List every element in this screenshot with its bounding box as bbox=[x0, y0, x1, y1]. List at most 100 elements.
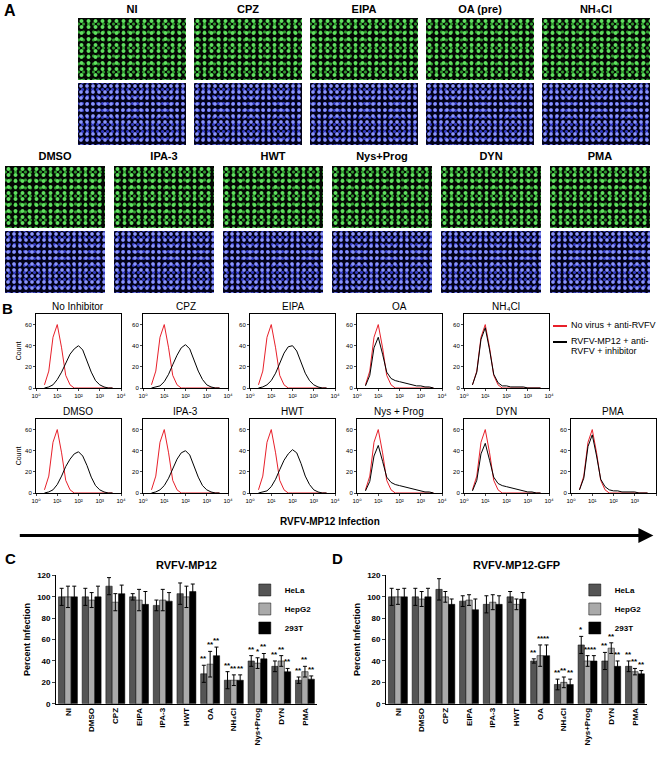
svg-text:20: 20 bbox=[453, 364, 460, 370]
svg-text:20: 20 bbox=[372, 678, 381, 687]
svg-text:**: ** bbox=[284, 657, 291, 666]
svg-text:**: ** bbox=[207, 640, 214, 649]
svg-text:40: 40 bbox=[239, 448, 246, 454]
svg-text:10²: 10² bbox=[502, 498, 511, 504]
svg-text:0: 0 bbox=[349, 490, 353, 496]
svg-text:120: 120 bbox=[37, 571, 51, 580]
svg-text:100: 100 bbox=[367, 593, 381, 602]
svg-text:PMA: PMA bbox=[301, 708, 310, 726]
svg-text:**: ** bbox=[200, 654, 207, 663]
svg-text:**: ** bbox=[631, 657, 638, 666]
svg-text:**: ** bbox=[230, 664, 237, 673]
svg-text:0: 0 bbox=[46, 700, 51, 709]
svg-text:10³: 10³ bbox=[95, 393, 104, 399]
svg-text:**: ** bbox=[560, 666, 567, 675]
svg-text:20: 20 bbox=[453, 469, 460, 475]
svg-text:10⁰: 10⁰ bbox=[245, 393, 255, 399]
svg-text:Count: Count bbox=[15, 447, 22, 466]
svg-text:10⁰: 10⁰ bbox=[352, 498, 362, 504]
svg-text:10⁰: 10⁰ bbox=[138, 393, 148, 399]
svg-text:HWT: HWT bbox=[512, 708, 521, 726]
svg-text:20: 20 bbox=[560, 469, 567, 475]
svg-text:B: B bbox=[2, 300, 13, 317]
svg-text:10⁰: 10⁰ bbox=[566, 498, 576, 504]
svg-text:DMSO: DMSO bbox=[417, 708, 426, 732]
svg-text:20: 20 bbox=[132, 469, 139, 475]
svg-text:100: 100 bbox=[37, 593, 51, 602]
svg-text:10²: 10² bbox=[395, 393, 404, 399]
svg-text:DMSO: DMSO bbox=[87, 708, 96, 732]
svg-text:CPZ: CPZ bbox=[111, 708, 120, 724]
svg-text:60: 60 bbox=[372, 635, 381, 644]
svg-text:10¹: 10¹ bbox=[481, 498, 490, 504]
svg-text:**: ** bbox=[537, 634, 544, 643]
svg-text:40: 40 bbox=[132, 448, 139, 454]
svg-text:NI: NI bbox=[394, 708, 403, 716]
svg-text:C: C bbox=[5, 550, 16, 567]
svg-text:10⁴: 10⁴ bbox=[223, 498, 233, 504]
svg-text:**: ** bbox=[224, 661, 231, 670]
svg-text:IPA-3: IPA-3 bbox=[173, 406, 198, 417]
svg-text:10¹: 10¹ bbox=[160, 498, 169, 504]
svg-text:20: 20 bbox=[239, 469, 246, 475]
svg-text:DYN: DYN bbox=[496, 406, 517, 417]
svg-text:DMSO: DMSO bbox=[63, 406, 93, 417]
svg-text:**: ** bbox=[614, 650, 621, 659]
svg-text:10³: 10³ bbox=[630, 498, 639, 504]
svg-text:10¹: 10¹ bbox=[374, 393, 383, 399]
svg-text:HeLa: HeLa bbox=[615, 586, 635, 595]
svg-text:20: 20 bbox=[132, 364, 139, 370]
svg-text:10³: 10³ bbox=[309, 393, 318, 399]
svg-text:10⁰: 10⁰ bbox=[31, 498, 41, 504]
svg-text:**: ** bbox=[625, 650, 632, 659]
svg-text:10²: 10² bbox=[288, 498, 297, 504]
svg-text:CPZ: CPZ bbox=[441, 708, 450, 724]
svg-text:10⁰: 10⁰ bbox=[459, 393, 469, 399]
svg-text:**: ** bbox=[638, 660, 645, 669]
svg-text:10⁴: 10⁴ bbox=[223, 393, 233, 399]
svg-text:**: ** bbox=[301, 655, 308, 664]
svg-text:DYN: DYN bbox=[277, 708, 286, 725]
svg-text:10²: 10² bbox=[502, 393, 511, 399]
svg-text:20: 20 bbox=[42, 678, 51, 687]
svg-text:**: ** bbox=[608, 632, 615, 641]
svg-text:10⁴: 10⁴ bbox=[437, 498, 447, 504]
svg-text:**: ** bbox=[271, 650, 278, 659]
svg-text:10³: 10³ bbox=[523, 498, 532, 504]
svg-text:OA: OA bbox=[206, 708, 215, 720]
svg-text:10⁴: 10⁴ bbox=[116, 393, 126, 399]
svg-text:60: 60 bbox=[239, 322, 246, 328]
svg-text:0: 0 bbox=[456, 385, 460, 391]
svg-text:10³: 10³ bbox=[95, 498, 104, 504]
svg-text:60: 60 bbox=[453, 427, 460, 433]
svg-text:60: 60 bbox=[25, 322, 32, 328]
svg-text:20: 20 bbox=[239, 364, 246, 370]
svg-text:10³: 10³ bbox=[202, 498, 211, 504]
svg-text:No Inhibitor: No Inhibitor bbox=[52, 301, 104, 312]
svg-text:60: 60 bbox=[132, 322, 139, 328]
svg-text:HepG2: HepG2 bbox=[615, 605, 641, 614]
svg-text:EIPA: EIPA bbox=[135, 708, 144, 726]
svg-text:10²: 10² bbox=[181, 393, 190, 399]
svg-text:60: 60 bbox=[25, 427, 32, 433]
svg-text:20: 20 bbox=[25, 364, 32, 370]
svg-text:40: 40 bbox=[25, 448, 32, 454]
svg-text:NH₄Cl: NH₄Cl bbox=[229, 708, 238, 731]
svg-text:NH₄Cl: NH₄Cl bbox=[559, 708, 568, 731]
svg-text:**: ** bbox=[590, 645, 597, 654]
svg-text:**: ** bbox=[213, 636, 220, 645]
svg-text:10³: 10³ bbox=[202, 393, 211, 399]
svg-text:10²: 10² bbox=[74, 393, 83, 399]
svg-text:10³: 10³ bbox=[416, 393, 425, 399]
svg-text:HepG2: HepG2 bbox=[285, 605, 311, 614]
svg-text:Nys+Prog: Nys+Prog bbox=[253, 708, 262, 746]
svg-text:*: * bbox=[579, 625, 583, 634]
svg-text:10⁰: 10⁰ bbox=[138, 498, 148, 504]
svg-text:40: 40 bbox=[42, 657, 51, 666]
svg-text:10¹: 10¹ bbox=[53, 498, 62, 504]
svg-text:40: 40 bbox=[346, 448, 353, 454]
svg-text:20: 20 bbox=[346, 469, 353, 475]
svg-text:40: 40 bbox=[560, 448, 567, 454]
svg-text:10¹: 10¹ bbox=[267, 393, 276, 399]
svg-text:60: 60 bbox=[132, 427, 139, 433]
